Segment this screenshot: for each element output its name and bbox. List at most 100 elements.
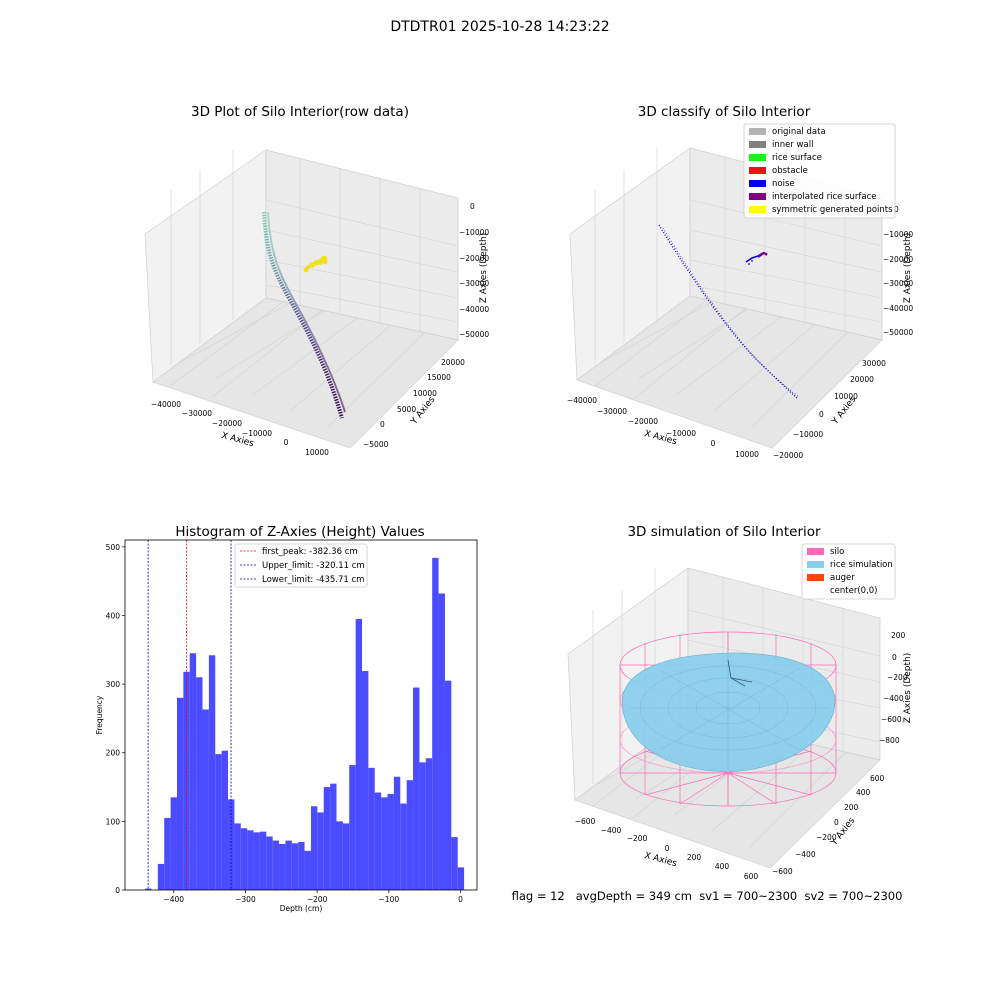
raw-ztick: 0 <box>470 202 475 211</box>
hist-xtick-label: 0 <box>458 895 463 904</box>
hist-bar <box>259 831 267 890</box>
hist-bar <box>234 823 241 890</box>
classify-grid <box>594 148 883 428</box>
legend-swatch-obstacle <box>749 167 766 174</box>
hist-bar <box>272 840 280 890</box>
figure-suptitle: DTDTR01 2025-10-28 14:23:22 <box>390 19 609 35</box>
sim-xtick: −600 <box>575 817 596 826</box>
sim-silo-floor-spoke <box>727 772 812 796</box>
sim-xlabel: X Axies <box>643 851 678 869</box>
classify-ytick: 10000 <box>834 392 858 401</box>
hist-bar <box>393 776 401 890</box>
hist-bar <box>183 671 190 890</box>
classify-xtick: 0 <box>711 439 716 448</box>
sim-ztick: −600 <box>881 715 902 724</box>
sim-z-ticks: 200 0 −200 −400 −600 −800 <box>879 631 908 745</box>
hist-xtick-label: −300 <box>235 895 256 904</box>
hist-vlines <box>147 540 232 890</box>
raw-xtick: 0 <box>284 438 289 447</box>
hist-bar <box>157 863 165 890</box>
hist-legend-label-upper: Upper_limit: -320.11 cm <box>262 561 365 571</box>
hist-bar <box>387 793 394 890</box>
sim-silo-floor-spoke <box>644 772 729 796</box>
sim-auger-arm <box>730 677 753 683</box>
hist-legend-label-lower: Lower_limit: -435.71 cm <box>262 575 364 585</box>
sim-rice-surface <box>621 652 836 773</box>
sim-legend-box <box>801 543 896 600</box>
hist-bar <box>438 593 445 890</box>
hist-ytick-label: 100 <box>106 817 121 826</box>
raw-title: 3D Plot of Silo Interior(row data) <box>191 104 409 120</box>
hist-bar <box>291 843 299 890</box>
hist-xtick-label: −100 <box>379 895 400 904</box>
classify-z-ticks: 0 −10000 −20000 −30000 −40000 −50000 <box>883 205 913 337</box>
hist-y-ticks: 0 100 200 300 400 500 <box>106 543 125 895</box>
hist-bar <box>240 828 248 890</box>
raw-xtick: −30000 <box>182 409 212 418</box>
sim-zlabel: Z Axies (Depth) <box>903 653 913 724</box>
sim-legend-label-rice: rice simulation <box>830 560 893 570</box>
hist-bar <box>196 677 203 890</box>
classify-noise-trail <box>658 224 798 399</box>
sim-legend-label-auger: auger <box>830 573 855 583</box>
raw-xtick: −20000 <box>212 419 242 428</box>
raw-point-trail <box>262 211 344 419</box>
raw-yellow-points <box>303 255 328 273</box>
classify-interpolated-surface <box>757 251 768 258</box>
hist-bar <box>310 806 318 890</box>
hist-bar <box>164 817 171 890</box>
hist-bar <box>444 680 452 890</box>
sim-legend: silo rice simulation auger center(0,0) <box>801 543 896 600</box>
legend-swatch-rice-surface <box>749 154 766 161</box>
hist-bar <box>279 844 286 890</box>
raw-ytick: 10000 <box>413 389 437 398</box>
raw-point-trail-shadow <box>267 211 346 413</box>
classify-xtick: −30000 <box>597 407 627 416</box>
hist-bar <box>202 709 209 890</box>
classify-xtick: 10000 <box>735 450 759 459</box>
hist-ytick-label: 200 <box>106 749 121 758</box>
classify-xtick: −10000 <box>666 429 696 438</box>
hist-bar <box>247 830 254 890</box>
classify-ytick: 30000 <box>862 359 886 368</box>
classify-ytick: 0 <box>819 410 824 419</box>
raw-z-ticks: 0 −10000 −20000 −30000 −40000 −50000 <box>459 202 489 339</box>
hist-title: Histogram of Z-Axies (Height) Values <box>175 524 424 540</box>
legend-label-interpolated: interpolated rice surface <box>772 192 877 202</box>
hist-bar <box>330 783 337 890</box>
hist-bar <box>189 653 197 890</box>
classify-noise-point <box>748 263 750 265</box>
hist-legend-label-peak: first_peak: -382.36 cm <box>262 547 358 557</box>
sim-ztick: −800 <box>879 736 900 745</box>
sim-ytick: 600 <box>870 774 885 783</box>
legend-label-original: original data <box>772 127 826 137</box>
classify-legend-labels: original data inner wall rice surface ob… <box>772 127 893 215</box>
sim-legend-swatch-auger <box>807 574 824 581</box>
sim-legend-swatch-rice <box>807 561 824 568</box>
hist-bar <box>342 823 350 890</box>
sim-legend-label-silo: silo <box>830 547 844 557</box>
sim-ztick: 200 <box>891 631 906 640</box>
raw-ytick: 15000 <box>427 373 451 382</box>
sim-legend-label-center: center(0,0) <box>830 586 878 596</box>
hist-bar <box>451 837 458 890</box>
hist-bar <box>145 888 152 890</box>
hist-axes-frame <box>124 539 478 891</box>
sim-title: 3D simulation of Silo Interior <box>627 524 821 540</box>
sim-ytick: −400 <box>795 850 816 859</box>
legend-label-noise: noise <box>772 179 795 189</box>
hist-bar <box>176 697 184 890</box>
sim-silo-floor-spoke <box>679 772 729 805</box>
hist-ytick-label: 500 <box>106 543 121 552</box>
sim-xtick: 0 <box>665 844 670 853</box>
raw-ztick: −40000 <box>459 305 489 314</box>
sim-ztick: −400 <box>883 694 904 703</box>
classify-xtick: −40000 <box>567 396 597 405</box>
raw-y-ticks: −5000 0 5000 10000 15000 20000 <box>363 358 465 449</box>
classify-xtick: −20000 <box>628 417 658 426</box>
classify-ztick: −10000 <box>883 230 913 239</box>
classify-noise-point <box>751 260 753 262</box>
legend-swatch-interpolated <box>749 193 766 200</box>
classify-ztick: −50000 <box>883 328 913 337</box>
